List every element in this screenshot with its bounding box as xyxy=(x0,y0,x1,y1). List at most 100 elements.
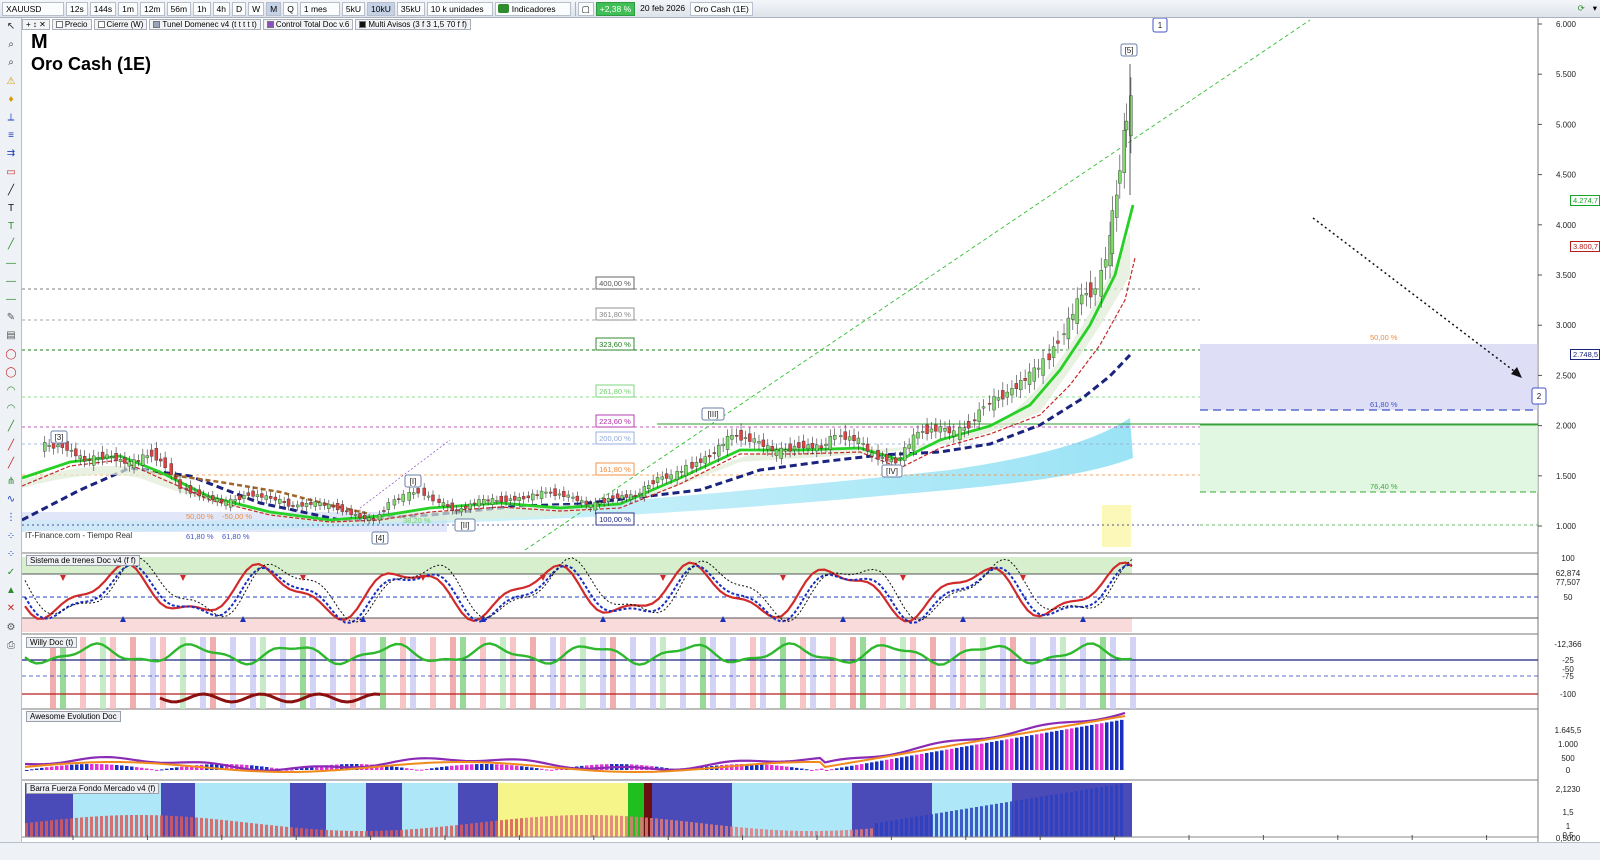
awesome-bar xyxy=(765,764,769,770)
pitchfork-icon[interactable]: ⋔ xyxy=(6,476,16,487)
hline3-icon[interactable]: — xyxy=(6,294,16,305)
candle-body xyxy=(730,435,734,440)
candle-body xyxy=(286,498,291,507)
ray-icon[interactable]: ╱ xyxy=(7,239,15,251)
period-selector[interactable]: 1 mes xyxy=(299,1,340,16)
timeframe-56m[interactable]: 56m xyxy=(166,1,192,16)
ellipse-icon[interactable]: ◯ xyxy=(5,366,17,378)
willy-panel[interactable] xyxy=(22,637,1538,709)
hline2-icon[interactable]: — xyxy=(6,275,16,287)
awesome-bar xyxy=(525,766,529,770)
force-bar xyxy=(385,830,388,837)
timeframe-12s[interactable]: 12s xyxy=(66,1,88,16)
measure-icon[interactable]: ⟂ xyxy=(7,112,15,123)
trend2-icon[interactable]: ╱ xyxy=(7,439,15,451)
candle-body xyxy=(810,443,815,449)
force-panel[interactable] xyxy=(25,783,1132,837)
wave-icon[interactable]: ∿ xyxy=(6,494,16,506)
indicators-button[interactable]: Indicadores xyxy=(494,1,571,16)
candle-body xyxy=(870,452,874,457)
text-icon[interactable]: T xyxy=(7,203,15,214)
line-icon[interactable]: ╱ xyxy=(7,184,15,196)
force-bar xyxy=(1085,789,1088,837)
candle-body xyxy=(588,503,593,509)
timeframe-144s[interactable]: 144s xyxy=(89,1,117,16)
arc-icon[interactable]: ◠ xyxy=(6,385,16,396)
panel-label[interactable]: Sistema de trenes Doc v4 (f f) xyxy=(26,555,140,566)
hline-icon[interactable]: — xyxy=(6,257,16,269)
indicator-chip[interactable]: Control Total Doc v.6 xyxy=(262,19,354,30)
thumb-icon[interactable]: ▲ xyxy=(6,585,16,597)
candle-body xyxy=(82,456,87,462)
bottom-scroll-strip[interactable] xyxy=(0,842,1600,860)
dots-icon[interactable]: ⋮ xyxy=(6,512,16,524)
delete-icon[interactable]: ✕ xyxy=(6,603,16,615)
pattern2-icon[interactable]: ⁘ xyxy=(6,548,16,560)
unit-10ku[interactable]: 10kU xyxy=(367,1,395,16)
ruler-icon[interactable]: ▤ xyxy=(6,330,16,342)
indicator-chip[interactable]: Multi Avisos (3 f 3 1,5 70 f f) xyxy=(355,19,471,30)
timeframe-1h[interactable]: 1h xyxy=(193,1,211,16)
panel-label[interactable]: Awesome Evolution Doc xyxy=(26,711,121,722)
settings-icon[interactable]: ⚙ xyxy=(6,621,16,633)
panel-label[interactable]: Barra Fuerza Fondo Mercado v4 (f) xyxy=(26,783,160,794)
zoom-icon[interactable]: ⌕ xyxy=(8,39,14,51)
awesome-bar xyxy=(825,770,829,771)
indicator-chip[interactable]: Tunel Domenec v4 (t t t t t) xyxy=(149,19,261,30)
panel-label[interactable]: Willy Doc (t) xyxy=(26,637,78,648)
awesome-bar xyxy=(970,745,974,770)
units-selector[interactable]: 10 k unidades xyxy=(426,1,493,16)
channel-icon[interactable]: ⇉ xyxy=(6,148,16,160)
alert-icon[interactable]: ⚠ xyxy=(6,75,16,87)
fib-icon[interactable]: ≡ xyxy=(8,130,14,142)
circle-icon[interactable]: ◯ xyxy=(5,348,17,360)
bell-icon[interactable]: ♦ xyxy=(8,93,14,105)
force-bar xyxy=(430,827,433,837)
compare-icon[interactable]: ▢ xyxy=(577,1,594,16)
trains-panel[interactable] xyxy=(22,557,1538,632)
force-bar xyxy=(615,815,618,837)
label-icon[interactable]: T xyxy=(7,221,15,233)
timeframe-w[interactable]: W xyxy=(248,1,265,16)
check-icon[interactable]: ✓ xyxy=(6,567,16,578)
force-bar xyxy=(1065,792,1068,837)
force-bar xyxy=(210,818,213,837)
timeframe-d[interactable]: D xyxy=(232,1,247,16)
trend3-icon[interactable]: ╱ xyxy=(7,457,15,469)
timeframe-m[interactable]: M xyxy=(266,1,282,16)
print-icon[interactable]: ⎙ xyxy=(7,639,15,651)
pattern-icon[interactable]: ⁘ xyxy=(6,530,16,542)
awesome-bar xyxy=(795,767,799,770)
force-bar xyxy=(195,817,198,837)
candle-body xyxy=(215,498,219,502)
candle-body xyxy=(132,459,136,469)
arc2-icon[interactable]: ◠ xyxy=(6,403,16,415)
price-panel[interactable]: [3] [4] [I] [II] [III] [IV] [5] 1 2 400,… xyxy=(21,17,1547,551)
timeframe-4h[interactable]: 4h xyxy=(212,1,230,16)
zoom-out-icon[interactable]: ⌕ xyxy=(8,57,14,69)
chip-controls-icon[interactable]: + ↕ ✕ xyxy=(22,19,50,30)
awesome-bar xyxy=(135,767,139,770)
awesome-panel[interactable] xyxy=(24,711,1126,773)
sync-icon[interactable]: ⟳ xyxy=(1577,2,1585,13)
instrument-title: Oro Cash (1E) xyxy=(31,54,152,74)
timeframe-12m[interactable]: 12m xyxy=(139,1,165,16)
candle-body xyxy=(571,496,575,499)
unit-5ku[interactable]: 5kU xyxy=(341,1,366,16)
trend-icon[interactable]: ╱ xyxy=(7,421,15,433)
awesome-bar xyxy=(860,764,864,770)
awesome-bar xyxy=(1105,722,1109,770)
candle-body xyxy=(943,427,947,432)
window-menu-icon[interactable]: ▾ xyxy=(1592,2,1597,13)
indicator-chip[interactable]: Precio xyxy=(51,19,92,30)
pencil-icon[interactable]: ✎ xyxy=(6,312,16,324)
cursor-icon[interactable]: ↖ xyxy=(6,21,16,32)
symbol-selector[interactable]: XAUUSD xyxy=(2,1,64,16)
timeframe-1m[interactable]: 1m xyxy=(118,1,138,16)
timeframe-q[interactable]: Q xyxy=(283,1,298,16)
indicator-chip[interactable]: Cierre (W) xyxy=(93,19,148,30)
rect-icon[interactable]: ▭ xyxy=(6,166,16,178)
unit-35ku[interactable]: 35kU xyxy=(396,1,425,16)
